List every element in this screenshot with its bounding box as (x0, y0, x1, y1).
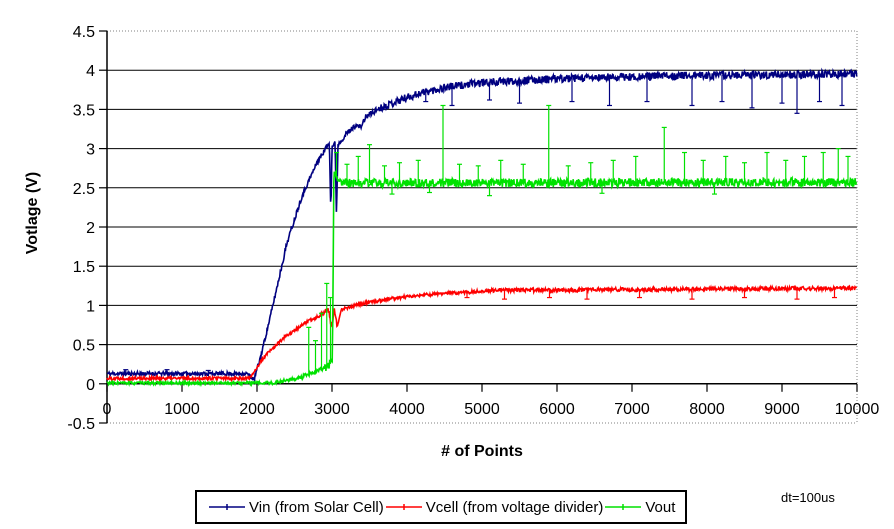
tick-label: 3.5 (73, 102, 95, 119)
legend-label: Vin (from Solar Cell) (249, 498, 384, 516)
tick-label: 0.5 (73, 338, 95, 355)
tick-label: 8000 (689, 401, 725, 418)
legend-item: Vcell (from voltage divider) (384, 498, 604, 516)
tick-label: 2 (86, 220, 95, 237)
series-path (106, 67, 858, 383)
legend-marker-icon (209, 504, 245, 510)
series-vin (106, 67, 858, 383)
series-vout (106, 104, 858, 388)
series-path (106, 284, 858, 383)
tick-label: 1 (86, 298, 95, 315)
legend-item: Vout (603, 499, 675, 516)
legend: Vin (from Solar Cell) Vcell (from voltage… (195, 490, 688, 524)
tick-label: 1.5 (73, 259, 95, 276)
tick-label: 1000 (164, 401, 200, 418)
tick-label: 0 (103, 401, 112, 418)
dt-annotation: dt=100us (781, 490, 835, 505)
tick-label: 3000 (314, 401, 350, 418)
y-axis-title: Votlage (V) (24, 171, 41, 255)
series-vcell (106, 284, 858, 383)
tick-label: 4000 (389, 401, 425, 418)
tick-label: 2000 (239, 401, 275, 418)
legend-item: Vin (from Solar Cell) (207, 499, 384, 516)
legend-label: Vout (645, 498, 676, 516)
legend-marker-icon (385, 504, 422, 510)
tick-label: 3 (86, 142, 95, 159)
x-axis-title: # of Points (441, 443, 523, 460)
tick-label: 6000 (539, 401, 575, 418)
legend-label: Vcell (from voltage divider) (425, 498, 604, 516)
gridlines (107, 30, 858, 424)
tick-label: 4 (86, 63, 95, 80)
tick-label: 0 (86, 377, 95, 394)
tick-label: -0.5 (67, 416, 95, 433)
tick-label: 4.5 (73, 24, 95, 41)
legend-marker-icon (605, 504, 642, 510)
tick-label: 9000 (764, 401, 800, 418)
tick-label: 7000 (614, 401, 650, 418)
series-path (106, 170, 858, 388)
tick-label: 10000 (835, 401, 880, 418)
axes: -0.5 0 0.5 1 1.5 2 2.5 3 3.5 4 4.5 0 1000 2000 3000 400… (67, 24, 879, 433)
tick-label: 5000 (464, 401, 500, 418)
tick-label: 2.5 (73, 181, 95, 198)
